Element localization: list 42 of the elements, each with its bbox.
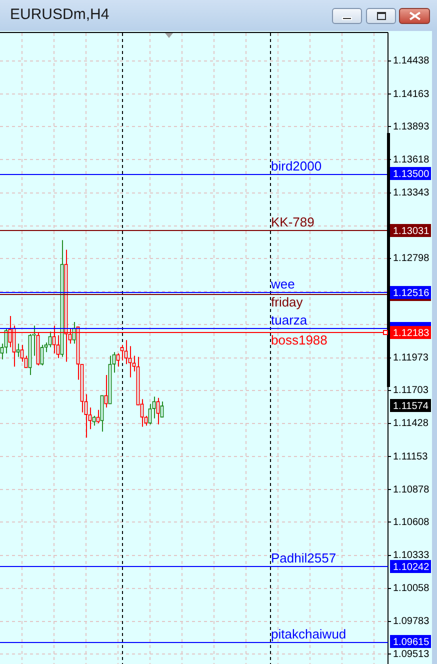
ref-line-label: Padhil2557	[271, 550, 336, 566]
ref-line-label: tuarza	[271, 312, 308, 328]
y-tick-label: 1.11973	[393, 352, 429, 364]
y-tick-label: 1.14438	[393, 56, 430, 67]
annotation: 1.12183	[393, 328, 430, 339]
y-tick-label: 1.09513	[393, 648, 430, 660]
candlestick	[148, 403, 152, 425]
y-tick-label: 1.12798	[393, 253, 430, 264]
candlestick	[120, 344, 124, 362]
annotation: 1.10242	[393, 562, 430, 573]
y-tick-label: 1.11428	[393, 418, 429, 430]
y-tick-label: 1.10608	[393, 516, 430, 528]
y-tick-label: 1.10333	[393, 550, 430, 562]
candlestick	[92, 415, 96, 426]
candlestick	[160, 400, 164, 418]
annotation: 1.13500	[393, 168, 430, 180]
ref-line-label: friday	[271, 294, 304, 310]
ref-line-label: wee	[270, 276, 295, 292]
candlestick	[124, 340, 128, 365]
y-tick-label: 1.11153	[393, 451, 428, 462]
candlestick	[48, 331, 52, 348]
y-tick-label: 1.13893	[393, 121, 430, 132]
annotation: 1.11574	[393, 400, 429, 412]
annotation: 1.12516	[393, 288, 430, 299]
annotation: 1.09615	[393, 636, 430, 648]
y-tick-label: 1.10058	[393, 583, 430, 594]
chart-title: EURUSDm,H4	[10, 6, 110, 24]
ref-line-label: bird2000	[271, 158, 322, 174]
y-tick-label: 1.13618	[393, 154, 430, 166]
candlestick	[116, 352, 120, 368]
ref-line-label: boss1988	[271, 332, 328, 348]
ref-line-label: KK-789	[271, 214, 314, 230]
y-tick-label: 1.10878	[393, 484, 430, 496]
candlestick	[84, 394, 88, 438]
annotation: 1.13031	[393, 226, 430, 237]
y-tick-label: 1.11703	[393, 385, 429, 396]
candlestick	[100, 394, 104, 432]
y-tick-label: 1.14163	[393, 88, 430, 100]
y-tick-label: 1.13343	[393, 188, 430, 199]
candlestick	[156, 397, 160, 425]
y-tick-label: 1.09783	[393, 616, 430, 628]
ref-line-label: pitakchaiwud	[271, 626, 346, 642]
